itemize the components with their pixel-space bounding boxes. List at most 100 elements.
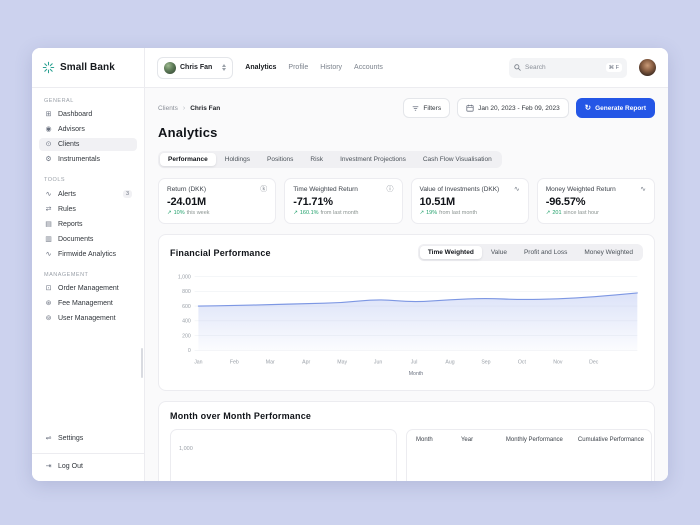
fee-management-icon: ⊛	[45, 300, 52, 307]
svg-text:Jun: Jun	[374, 360, 382, 366]
sidebar-item-settings[interactable]: ⇌ Settings	[39, 432, 137, 445]
small-bank-logo-icon	[42, 61, 55, 74]
sidebar-item-label: Reports	[58, 221, 83, 228]
column-header-monthly-performance[interactable]: Monthly Performance	[505, 436, 563, 443]
topnav-analytics[interactable]: Analytics	[245, 64, 277, 71]
svg-text:600: 600	[182, 304, 191, 310]
stat-delta-value: 19%	[426, 210, 438, 216]
svg-text:Jan: Jan	[194, 360, 202, 366]
trend-up-icon: ↗	[293, 210, 298, 216]
sidebar-section-label: TOOLS	[44, 177, 66, 183]
generate-report-button[interactable]: ↻ Generate Report	[575, 98, 655, 118]
stat-delta-text: this week	[186, 210, 210, 216]
logo-row[interactable]: Small Bank	[32, 48, 144, 88]
user-avatar	[164, 61, 176, 74]
filter-icon	[413, 105, 419, 111]
stat-delta-text: since last hour	[563, 210, 600, 216]
topbar-nav: Analytics Profile History Accounts	[245, 64, 383, 71]
search-input[interactable]	[525, 64, 602, 71]
sidebar-item-log-out[interactable]: ⇥ Log Out	[39, 460, 137, 473]
stat-value: -96.57%	[545, 196, 586, 208]
stat-delta-value: 160.1%	[299, 210, 319, 216]
chart-area-fill	[198, 292, 638, 351]
sidebar-item-dashboard[interactable]: ⊞ Dashboard	[39, 108, 137, 121]
page-tabs: Performance Holdings Positions Risk Investme…	[158, 151, 502, 168]
svg-text:200: 200	[182, 333, 191, 339]
sidebar-item-label: Alerts	[58, 190, 76, 198]
mom-table: Month Year Monthly Performance Cumulative P…	[406, 428, 652, 481]
sidebar-item-firmwide-analytics[interactable]: ∿ Firmwide Analytics	[39, 248, 137, 261]
sidebar: Small Bank GENERAL ⊞ Dashboard ◉ Advisors ⊙ Cl…	[32, 48, 145, 481]
sidebar-item-user-management[interactable]: ⊚ User Management	[39, 312, 137, 325]
dashboard-icon: ⊞	[45, 111, 52, 118]
chart-toggle-value[interactable]: Value	[490, 249, 507, 256]
month-over-month-title: Month over Month Performance	[170, 410, 312, 421]
user-select-dropdown[interactable]: Chris Fan	[157, 56, 234, 79]
stat-card-value-of-investments-dkk: Value of Investments (DKK) ∿ 10.51M ↗ 19% fro…	[410, 178, 529, 224]
topnav-accounts[interactable]: Accounts	[354, 64, 383, 71]
stat-value: 10.51M	[419, 196, 456, 208]
sidebar-item-label: Order Management	[58, 285, 119, 292]
topnav-profile[interactable]: Profile	[288, 64, 309, 71]
sidebar-item-label: Clients	[58, 141, 80, 148]
trend-up-icon: ↗	[167, 210, 172, 216]
breadcrumb-current: Chris Fan	[190, 104, 221, 112]
topnav-history[interactable]: History	[320, 64, 343, 71]
sidebar-item-label: User Management	[58, 315, 116, 322]
sidebar-item-label: Firmwide Analytics	[58, 251, 116, 258]
sidebar-item-fee-management[interactable]: ⊛ Fee Management	[39, 297, 137, 310]
date-range-button[interactable]: Jan 20, 2023 - Feb 09, 2023	[457, 98, 569, 118]
tab-holdings[interactable]: Holdings	[224, 156, 251, 163]
breadcrumb-clients[interactable]: Clients	[158, 104, 178, 112]
search-icon	[514, 64, 521, 71]
stat-delta-value: 10%	[173, 210, 185, 216]
sidebar-item-label: Dashboard	[58, 111, 93, 118]
column-header-cumulative-performance[interactable]: Cumulative Performance	[577, 436, 644, 443]
sidebar-item-rules[interactable]: ⇄ Rules	[39, 203, 137, 216]
sidebar-item-instrumentals[interactable]: ⚙ Instrumentals	[39, 153, 137, 166]
reports-icon: ▤	[45, 221, 52, 228]
alerts-icon: ∿	[45, 190, 52, 198]
sidebar-section-label: GENERAL	[44, 98, 74, 104]
scrollbar-thumb[interactable]	[141, 348, 143, 378]
sidebar-section-tools: TOOLS ∿ Alerts 3 ⇄ Rules ▤ Reports ▥ Documents ∿ Fi…	[39, 177, 137, 261]
tab-performance[interactable]: Performance	[160, 153, 216, 166]
tab-risk[interactable]: Risk	[310, 156, 324, 163]
month-over-month-panel: Month over Month Performance 1,000 Month…	[158, 400, 655, 481]
app-title: Small Bank	[60, 62, 115, 73]
calendar-icon	[466, 104, 474, 112]
column-header-month[interactable]: Month	[416, 436, 433, 443]
column-header-year[interactable]: Year	[460, 436, 474, 443]
sidebar-item-documents[interactable]: ▥ Documents	[39, 233, 137, 246]
svg-text:Oct: Oct	[518, 360, 527, 366]
financial-performance-title: Financial Performance	[170, 247, 271, 258]
chart-toggle-money-weighted[interactable]: Money Weighted	[584, 249, 633, 256]
chevron-updown-icon	[222, 64, 227, 71]
profile-avatar[interactable]	[639, 59, 656, 76]
stat-delta: ↗ 201 since last hour	[546, 210, 646, 216]
topbar: Chris Fan Analytics Profile History Account…	[145, 48, 668, 88]
chart-toggle-time-weighted[interactable]: Time Weighted	[419, 246, 482, 259]
sidebar-item-clients[interactable]: ⊙ Clients	[39, 138, 137, 151]
header-actions: Filters Jan 20, 2023 - Feb 09, 2023	[403, 98, 655, 118]
chart-toggle-profit-and-loss[interactable]: Profit and Loss	[523, 249, 568, 256]
tab-positions[interactable]: Positions	[267, 156, 294, 163]
sidebar-item-advisors[interactable]: ◉ Advisors	[39, 123, 137, 136]
date-range-label: Jan 20, 2023 - Feb 09, 2023	[478, 104, 560, 112]
svg-text:800: 800	[182, 289, 191, 295]
tab-investment-projections[interactable]: Investment Projections	[340, 156, 406, 163]
sidebar-item-reports[interactable]: ▤ Reports	[39, 218, 137, 231]
sidebar-item-order-management[interactable]: ⊡ Order Management	[39, 282, 137, 295]
info-icon: ⓘ	[386, 186, 394, 193]
filters-button[interactable]: Filters	[403, 98, 451, 118]
svg-text:400: 400	[182, 319, 191, 325]
sidebar-item-label: Instrumentals	[58, 156, 101, 163]
activity-icon: ∿	[513, 186, 520, 193]
user-select-label: Chris Fan	[180, 64, 213, 71]
logout-icon: ⇥	[45, 463, 52, 470]
stat-delta-text: from last month	[320, 210, 359, 216]
tab-cash-flow-visualisation[interactable]: Cash Flow Visualisation	[422, 156, 492, 163]
sidebar-item-alerts[interactable]: ∿ Alerts 3	[39, 187, 137, 201]
search-box[interactable]: ⌘ F	[509, 57, 627, 78]
